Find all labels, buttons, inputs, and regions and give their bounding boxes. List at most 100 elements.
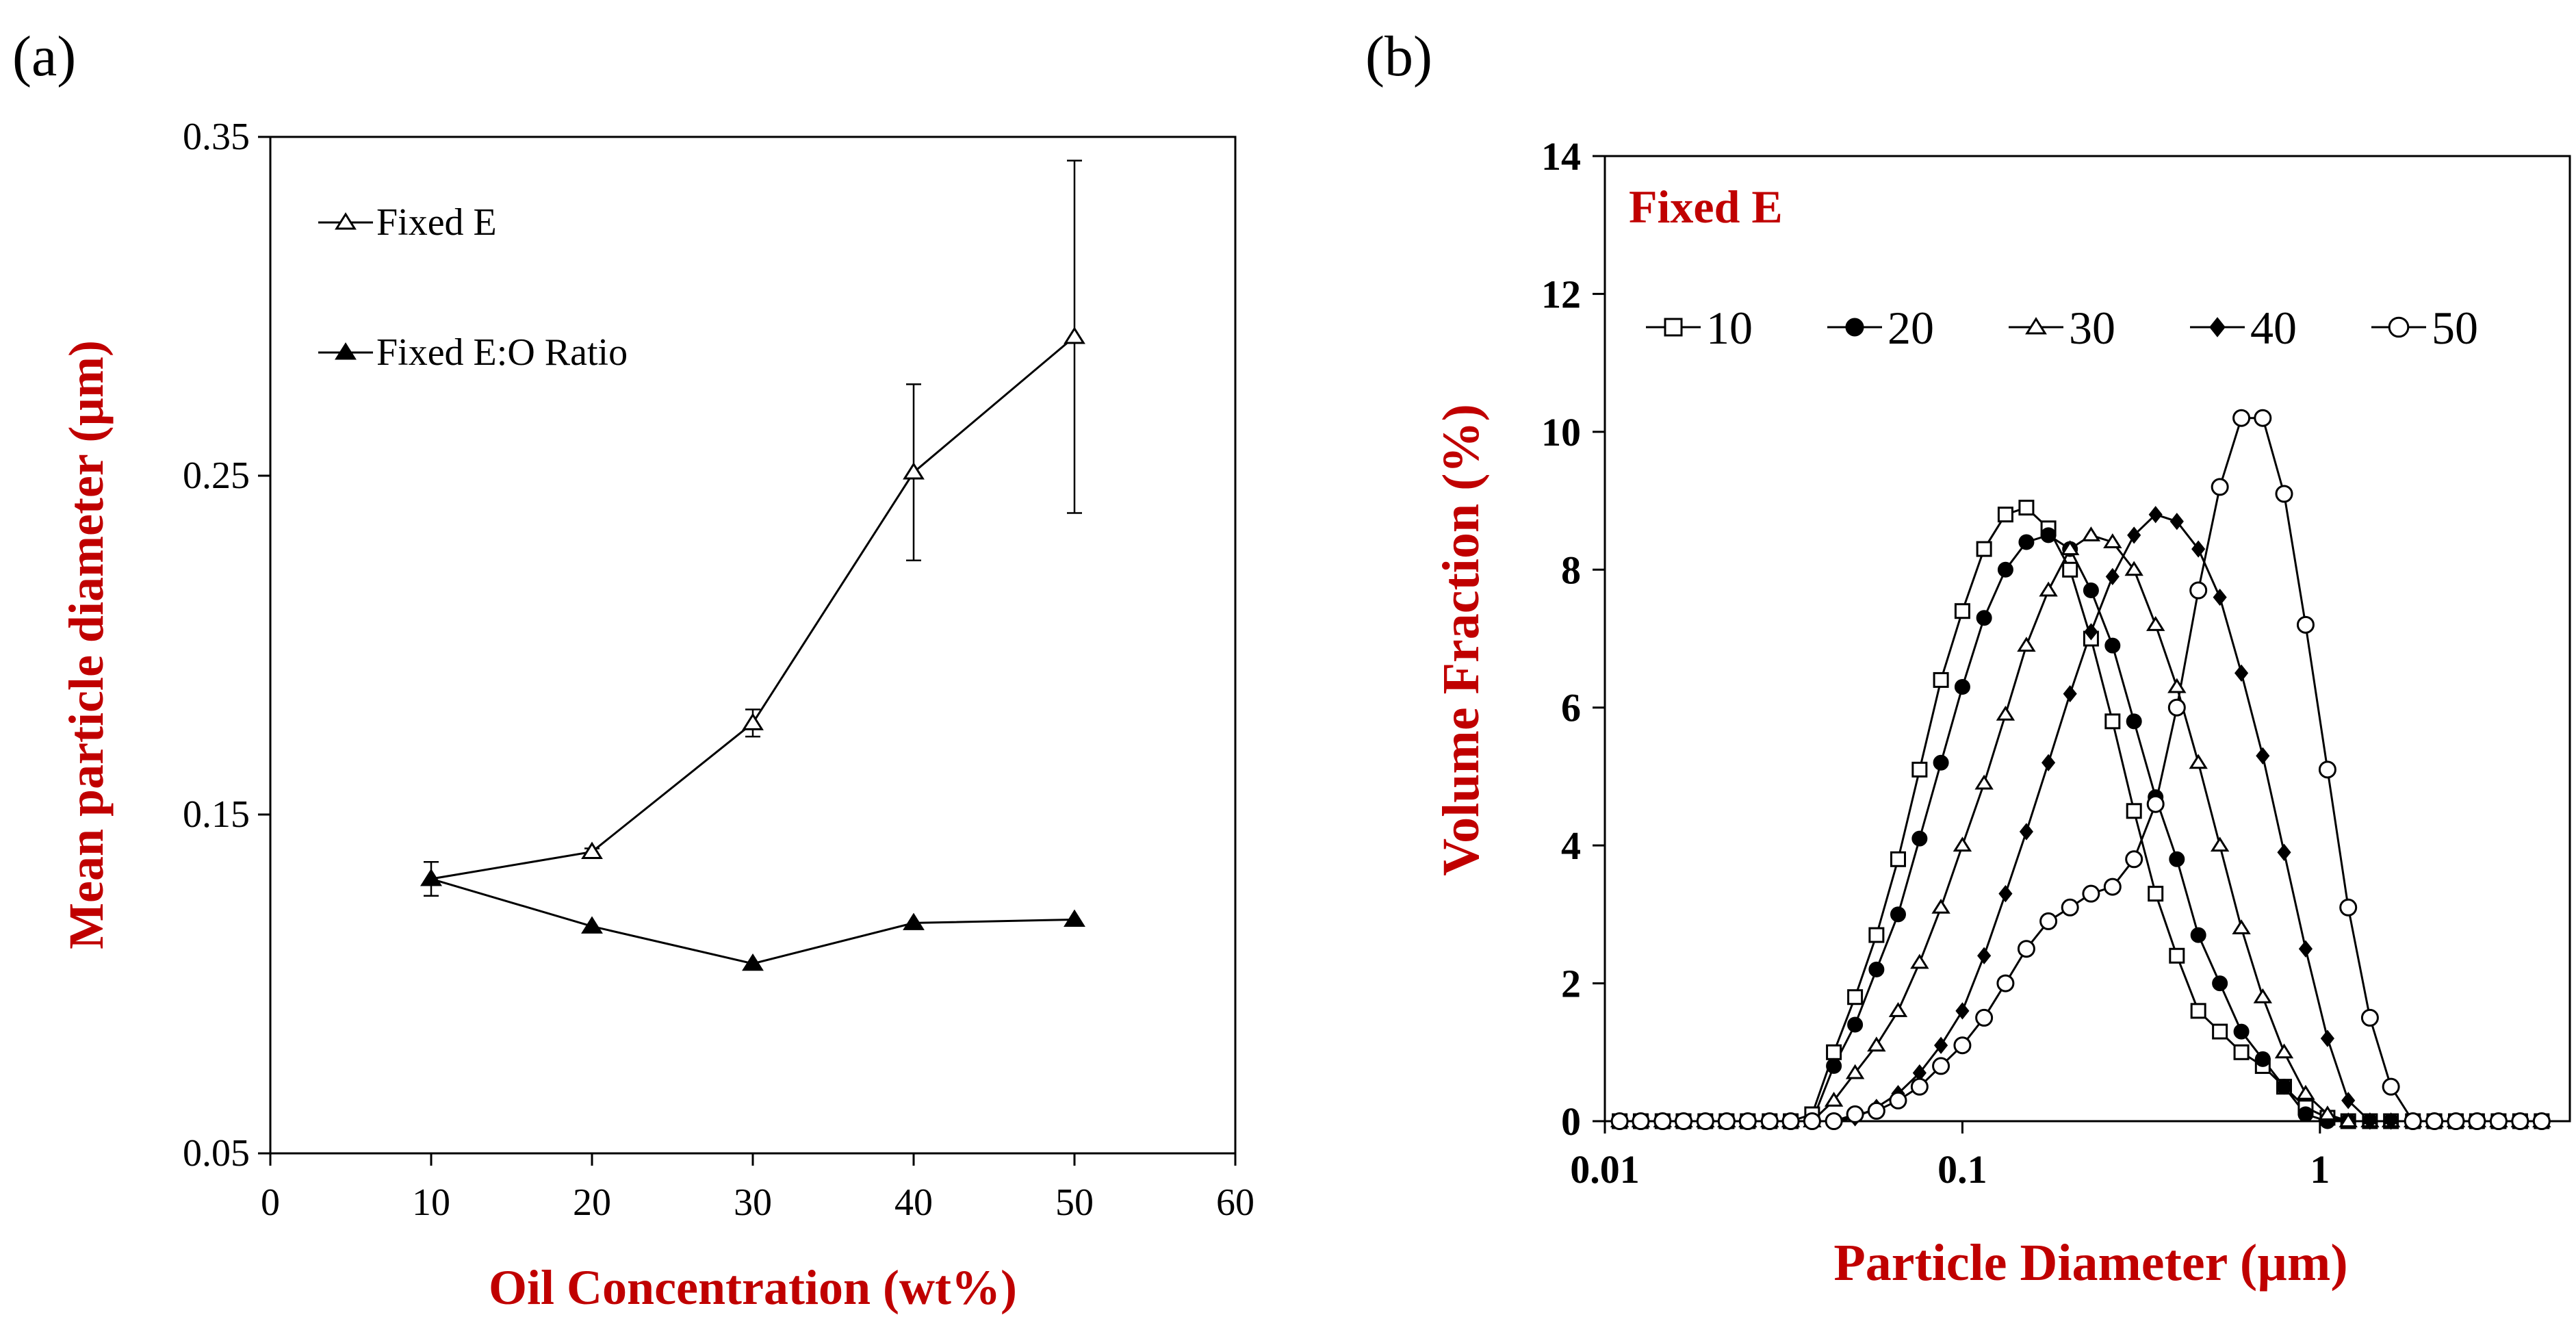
data-point <box>1868 961 1885 977</box>
data-point <box>2233 1023 2250 1040</box>
data-point <box>2126 713 2142 730</box>
y-tick-label: 14 <box>1541 134 1581 179</box>
data-point <box>420 869 442 886</box>
y-tick-label: 0.05 <box>183 1132 250 1175</box>
data-point <box>581 841 603 859</box>
data-point <box>2232 919 2251 934</box>
data-point <box>1953 1036 1972 1055</box>
data-point <box>2404 1112 2422 1130</box>
panel-b-legend: 10 20 30 40 50 <box>1646 302 2478 354</box>
panel-a-label: (a) <box>12 25 76 88</box>
data-point <box>2017 940 2035 958</box>
data-point <box>2320 1029 2334 1047</box>
data-point <box>2146 795 2165 813</box>
data-point <box>2256 747 2270 765</box>
data-point <box>2042 754 2056 771</box>
data-point <box>1997 561 2013 578</box>
data-point <box>2104 713 2121 730</box>
data-point <box>1953 836 1972 852</box>
legend-marker <box>2209 317 2226 337</box>
data-point <box>2254 1051 2271 1067</box>
data-point <box>1974 774 1994 790</box>
legend-marker <box>2388 316 2410 338</box>
data-point <box>2039 581 2058 597</box>
data-point <box>2275 485 2293 503</box>
data-point <box>2082 884 2100 903</box>
data-point <box>1977 947 1992 964</box>
x-tick-label: 1 <box>2310 1147 2330 1192</box>
panel-b-y-axis-title: Volume Fraction (%) <box>1432 404 1490 876</box>
x-tick-label: 0.01 <box>1570 1147 1640 1192</box>
data-point <box>1696 1112 1714 1130</box>
data-point <box>2083 582 2099 598</box>
data-point <box>2060 540 2080 556</box>
data-point <box>2105 567 2120 585</box>
series-line <box>1619 507 2542 1123</box>
data-point <box>2146 616 2165 631</box>
legend-marker <box>335 212 357 230</box>
data-point <box>2127 526 2141 544</box>
data-point <box>2360 1008 2379 1027</box>
data-point <box>1975 1008 1994 1027</box>
data-point <box>1890 851 1906 867</box>
data-point <box>1996 705 2015 721</box>
data-point <box>1955 1002 1970 1020</box>
y-tick-label: 6 <box>1561 686 1581 730</box>
legend-label: 10 <box>1706 302 1753 354</box>
data-point <box>2253 988 2273 1003</box>
panel-b-annotation: Fixed E <box>1629 181 1783 233</box>
data-point <box>2384 1112 2398 1130</box>
panel-a-plot-frame <box>269 136 1237 1155</box>
data-point <box>2296 1084 2315 1100</box>
legend-label: Fixed E <box>376 201 497 244</box>
data-point <box>1954 679 1970 695</box>
data-point <box>2169 947 2185 964</box>
data-point <box>2103 878 2122 896</box>
data-point <box>1931 898 1950 914</box>
series-line <box>1619 417 2542 1123</box>
data-point <box>2040 527 2057 543</box>
data-point <box>1933 671 1949 688</box>
x-tick-label: 50 <box>1055 1181 1094 1224</box>
data-point <box>1610 1112 1629 1130</box>
data-point <box>1803 1112 1821 1130</box>
data-point <box>1826 1058 1842 1074</box>
data-point <box>1997 507 2013 523</box>
panel-a-x-axis-title: Oil Concentration (wt%) <box>489 1260 1017 1315</box>
data-point <box>581 916 603 934</box>
data-point <box>2063 684 2077 703</box>
data-point <box>2167 678 2187 693</box>
data-point <box>2489 1112 2508 1130</box>
panel-a: (a) 0 10 20 30 40 50 60 0.05 0.15 0.25 0.35 Fixed … <box>12 25 1254 1315</box>
legend-label: 50 <box>2432 302 2478 354</box>
data-point <box>2148 506 2163 524</box>
legend-label: 20 <box>1888 302 1934 354</box>
series-line <box>430 878 1075 965</box>
data-point <box>2103 533 2122 548</box>
data-point <box>2298 940 2313 958</box>
data-point <box>1825 1112 1843 1130</box>
data-point <box>1976 610 1992 626</box>
y-tick-label: 0 <box>1561 1099 1581 1144</box>
data-point <box>2189 581 2208 600</box>
data-point <box>2232 409 2251 427</box>
data-point <box>2234 664 2249 682</box>
x-tick-label: 30 <box>734 1181 772 1224</box>
data-point <box>2339 1112 2358 1127</box>
data-point <box>1632 1112 1650 1130</box>
legend-marker <box>335 342 357 360</box>
data-point <box>2169 513 2184 530</box>
data-point <box>2167 698 2186 717</box>
x-tick-label: 0.1 <box>1937 1147 1987 1192</box>
data-point <box>2125 850 2143 869</box>
y-tick-label: 12 <box>1541 272 1581 316</box>
data-point <box>1717 1112 1736 1130</box>
panel-b-label: (b) <box>1365 25 1432 88</box>
data-point <box>2511 1112 2529 1130</box>
data-point <box>1911 830 1928 847</box>
data-point <box>2081 526 2101 541</box>
data-point <box>1934 1036 1948 1054</box>
data-point <box>1847 1016 1864 1033</box>
